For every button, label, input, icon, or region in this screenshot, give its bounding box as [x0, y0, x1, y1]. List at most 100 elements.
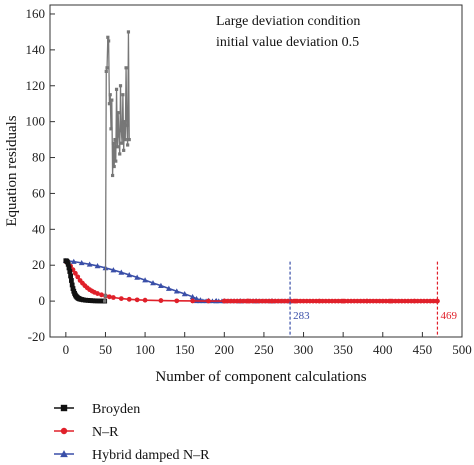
data-point — [126, 296, 132, 302]
data-point — [142, 277, 148, 283]
legend-item: N–R — [54, 425, 119, 440]
data-point — [118, 84, 123, 88]
series-n-r — [63, 259, 440, 304]
x-tick-label: 100 — [135, 342, 155, 357]
data-point — [72, 270, 78, 276]
series-hybrid-damped-n-r — [62, 257, 293, 304]
x-tick-label: 250 — [254, 342, 274, 357]
y-tick-label: 80 — [32, 150, 45, 165]
data-point — [110, 98, 114, 102]
y-tick-label: 160 — [26, 6, 46, 21]
plot-frame — [49, 4, 463, 338]
data-point — [118, 296, 124, 301]
data-point — [68, 273, 73, 279]
data-point — [112, 164, 116, 169]
series-line — [104, 31, 130, 302]
data-point — [60, 450, 68, 458]
data-point — [206, 298, 211, 304]
data-point — [116, 111, 120, 115]
data-point — [114, 87, 119, 91]
data-point — [86, 261, 93, 267]
series-line — [65, 260, 438, 302]
marker-label: 283 — [293, 310, 310, 322]
data-point — [173, 288, 180, 294]
legend-label: Broyden — [92, 402, 140, 417]
data-point — [78, 260, 85, 266]
data-point — [150, 280, 156, 286]
data-point — [68, 278, 74, 283]
data-point — [110, 295, 116, 300]
data-point — [111, 141, 115, 145]
x-tick-label: 400 — [373, 342, 393, 357]
data-point — [95, 291, 100, 296]
data-point — [190, 298, 196, 304]
y-tick-label: 40 — [32, 221, 45, 236]
data-point — [118, 152, 122, 156]
plot-area — [49, 4, 463, 338]
data-point — [103, 294, 108, 298]
series-broyden-divergence — [103, 30, 131, 303]
data-point — [109, 127, 113, 131]
data-point — [70, 258, 77, 264]
data-point — [434, 298, 440, 304]
data-point — [119, 129, 123, 133]
data-point — [127, 137, 131, 142]
data-point — [66, 265, 72, 271]
data-point — [110, 173, 115, 178]
y-tick-label: 0 — [39, 293, 46, 308]
x-tick-label: 350 — [333, 342, 353, 357]
data-point — [120, 141, 124, 145]
x-tick-label: 300 — [294, 342, 314, 357]
y-axis-label: Equation residuals — [4, 115, 20, 226]
data-point — [134, 297, 140, 303]
data-point — [67, 269, 73, 274]
data-point — [122, 120, 127, 124]
data-point — [121, 93, 125, 97]
data-point — [118, 269, 125, 275]
data-point — [70, 286, 76, 291]
data-point — [123, 137, 127, 142]
y-tick-label: 140 — [26, 42, 46, 57]
x-axis: 0 50 100 150 200 250 300 350 400 450 500 — [63, 332, 472, 357]
legend-item: Hybrid damped N–R — [54, 448, 210, 463]
data-point — [103, 299, 107, 303]
annotation-line-1: Large deviation condition — [216, 14, 360, 29]
x-tick-label: 50 — [99, 342, 112, 357]
data-point — [113, 137, 117, 142]
data-point — [115, 145, 119, 149]
data-point — [108, 93, 112, 97]
data-point — [122, 148, 126, 152]
data-point — [158, 282, 164, 288]
legend-label: Hybrid damped N–R — [92, 448, 210, 463]
x-tick-label: 150 — [175, 342, 195, 357]
data-point — [126, 143, 130, 147]
data-point — [107, 39, 111, 43]
data-point — [142, 297, 148, 303]
x-axis-label: Number of component calculations — [155, 369, 366, 385]
data-point — [69, 282, 75, 288]
data-point — [107, 102, 112, 106]
data-point — [94, 263, 101, 269]
data-point — [134, 274, 141, 280]
data-point — [125, 123, 129, 127]
x-tick-label: 500 — [452, 342, 472, 357]
data-point — [99, 292, 104, 298]
y-tick-label: 20 — [32, 257, 45, 272]
data-point — [60, 404, 68, 412]
data-point — [126, 272, 133, 278]
series-layer — [62, 30, 440, 304]
legend: Broyden N–R Hybrid damped N–R — [54, 402, 210, 463]
data-point — [124, 66, 128, 70]
data-point — [181, 291, 188, 297]
series-broyden — [63, 258, 108, 304]
y-tick-label: 60 — [32, 185, 45, 200]
data-point — [104, 69, 108, 73]
data-point — [174, 298, 180, 304]
y-tick-label: 100 — [26, 114, 46, 129]
data-point — [158, 298, 164, 303]
y-axis: -20 0 20 40 60 80 100 120 140 160 — [26, 6, 55, 344]
data-point — [110, 267, 117, 273]
x-tick-label: 450 — [413, 342, 433, 357]
data-point — [75, 274, 81, 280]
